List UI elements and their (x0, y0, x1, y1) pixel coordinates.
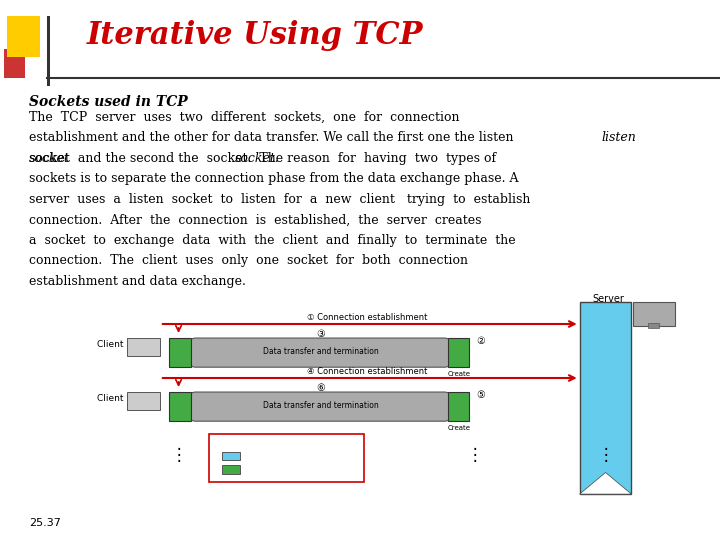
Text: Server: Server (593, 294, 624, 304)
Polygon shape (580, 472, 631, 494)
Bar (448, 338, 469, 367)
Text: socket  and the second the  socket.  The reason  for  having  two  types of: socket and the second the socket. The re… (29, 152, 496, 165)
Text: ④ Connection establishment: ④ Connection establishment (307, 367, 428, 376)
Text: Client 1: Client 1 (97, 340, 132, 349)
Text: connection.  After  the  connection  is  established,  the  server  creates: connection. After the connection is esta… (29, 213, 481, 226)
FancyBboxPatch shape (209, 434, 364, 482)
Text: socket: socket (29, 152, 70, 165)
Bar (169, 338, 191, 367)
FancyBboxPatch shape (127, 392, 160, 410)
Text: The  TCP  server  uses  two  different  sockets,  one  for  connection: The TCP server uses two different socket… (29, 111, 459, 124)
Bar (4, 49, 25, 78)
Text: Data transfer and termination: Data transfer and termination (263, 347, 378, 356)
Bar (222, 452, 240, 460)
Text: Socket: Socket (245, 465, 273, 474)
Text: listen: listen (601, 131, 636, 144)
Text: Client 2: Client 2 (97, 394, 132, 403)
Text: establishment and data exchange.: establishment and data exchange. (29, 275, 246, 288)
Text: socket.: socket. (235, 152, 279, 165)
FancyBboxPatch shape (190, 392, 450, 421)
Text: a  socket  to  exchange  data  with  the  client  and  finally  to  terminate  t: a socket to exchange data with the clien… (29, 234, 516, 247)
Bar (580, 302, 631, 494)
Bar (222, 465, 240, 474)
Text: Create: Create (447, 425, 470, 431)
Text: ⋮: ⋮ (170, 446, 187, 464)
Bar (648, 323, 659, 328)
Text: 25.37: 25.37 (29, 518, 60, 528)
Text: Data transfer and termination: Data transfer and termination (263, 401, 378, 410)
Text: ① Connection establishment: ① Connection establishment (307, 313, 428, 322)
FancyBboxPatch shape (190, 338, 450, 367)
Text: server  uses  a  listen  socket  to  listen  for  a  new  client   trying  to  e: server uses a listen socket to listen fo… (29, 193, 530, 206)
FancyBboxPatch shape (127, 338, 160, 356)
Text: ⋮: ⋮ (597, 446, 614, 464)
Text: ③: ③ (316, 329, 325, 339)
Text: Sockets used in TCP: Sockets used in TCP (29, 94, 187, 109)
Bar (169, 392, 191, 421)
Text: Create: Create (447, 371, 470, 377)
Text: ⋮: ⋮ (467, 446, 484, 464)
Text: Iterative Using TCP: Iterative Using TCP (86, 19, 423, 51)
Text: ⑥: ⑥ (316, 383, 325, 393)
Text: Legend: Legend (238, 441, 278, 451)
Text: establishment and the other for data transfer. We call the first one the listen: establishment and the other for data tra… (29, 131, 513, 144)
Bar (7, 16, 40, 57)
Bar (47, 16, 50, 86)
Text: ⑤: ⑤ (477, 390, 485, 400)
Text: sockets is to separate the connection phase from the data exchange phase. A: sockets is to separate the connection ph… (29, 172, 518, 185)
Text: ②: ② (477, 336, 485, 346)
FancyBboxPatch shape (633, 302, 675, 326)
Text: Listen socket: Listen socket (245, 451, 300, 460)
Text: connection.  The  client  uses  only  one  socket  for  both  connection: connection. The client uses only one soc… (29, 254, 468, 267)
Bar (448, 392, 469, 421)
